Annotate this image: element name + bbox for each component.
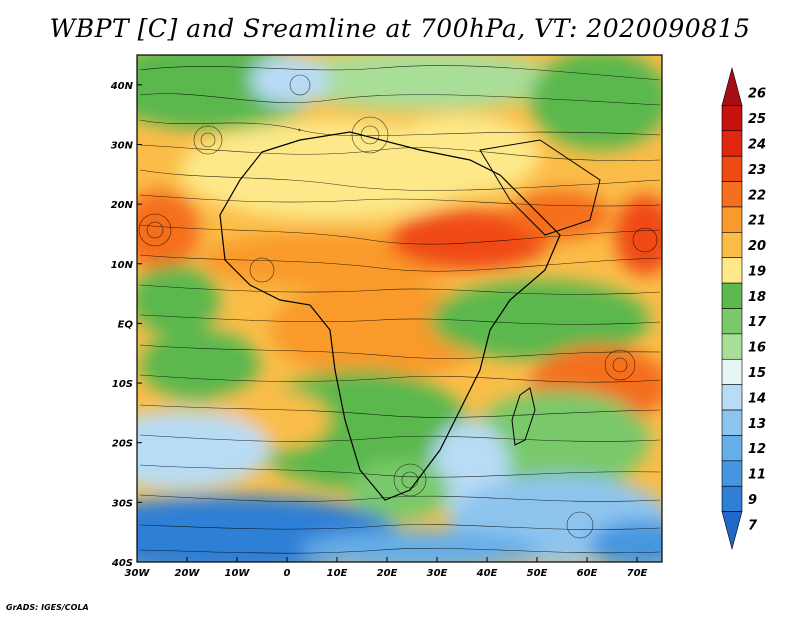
colorbar-swatch xyxy=(721,181,743,208)
colorbar-label: 7 xyxy=(748,518,758,533)
colorbar-label: 26 xyxy=(748,87,766,102)
y-tick-label: 10S xyxy=(112,379,133,390)
colorbar-label: 15 xyxy=(748,366,766,381)
y-tick-label: 30N xyxy=(111,140,134,151)
colorbar-label: 11 xyxy=(748,468,766,483)
colorbar-swatch xyxy=(721,66,743,106)
colorbar-label: 22 xyxy=(748,188,766,203)
x-tick-label: 30E xyxy=(427,568,448,579)
colorbar-swatch xyxy=(721,358,743,385)
colorbar-label: 13 xyxy=(748,417,766,432)
y-tick-label: 40S xyxy=(111,558,133,569)
colorbar-swatch xyxy=(721,485,743,512)
africa-coastline xyxy=(219,131,561,501)
x-axis: 30W 20W 10W 0 10E 20E 30E 40E 50E 60E 70E xyxy=(125,557,648,579)
x-tick-label: 30W xyxy=(125,568,151,579)
colorbar-swatch xyxy=(721,435,743,462)
x-tick-label: 20W xyxy=(175,568,201,579)
x-tick-label: 60E xyxy=(577,568,598,579)
colorbar-swatch xyxy=(721,105,743,132)
madagascar-coastline xyxy=(511,387,536,446)
grads-credit: GrADS: IGES/COLA xyxy=(6,603,89,612)
colorbar-swatch xyxy=(721,130,743,157)
colorbar-label: 18 xyxy=(748,290,766,305)
colorbar-swatch xyxy=(721,460,743,487)
colorbar-swatch xyxy=(721,282,743,309)
arabia-coastline xyxy=(479,139,601,236)
colorbar-label: 12 xyxy=(748,442,766,457)
y-tick-label: 10N xyxy=(111,260,134,271)
colorbar-swatch xyxy=(721,511,743,551)
colorbar-label: 20 xyxy=(748,239,766,254)
colorbar-label: 25 xyxy=(748,112,766,127)
x-tick-label: 10E xyxy=(327,568,348,579)
colorbar: 26 25 24 23 22 21 20 19 18 17 16 15 14 13 12 11 9 7 xyxy=(721,66,767,551)
y-tick-label: 20S xyxy=(112,439,133,450)
y-tick-label: 40N xyxy=(110,81,134,92)
y-tick-label: 20N xyxy=(111,200,134,211)
x-tick-label: 50E xyxy=(527,568,548,579)
x-tick-label: 10W xyxy=(225,568,251,579)
colorbar-swatch xyxy=(721,155,743,182)
y-axis: 40N 30N 20N 10N EQ 10S 20S 30S 40S xyxy=(110,81,142,569)
colorbar-label: 24 xyxy=(748,137,766,152)
colorbar-label: 17 xyxy=(748,315,767,330)
streamlines xyxy=(138,65,661,554)
y-tick-label: 30S xyxy=(112,498,133,509)
colorbar-swatch xyxy=(721,232,743,259)
colorbar-swatch xyxy=(721,308,743,335)
x-tick-label: 20E xyxy=(377,568,398,579)
colorbar-swatch xyxy=(721,333,743,360)
colorbar-swatch xyxy=(721,257,743,284)
colorbar-label: 9 xyxy=(748,493,757,508)
colorbar-label: 23 xyxy=(748,163,766,178)
colorbar-label: 21 xyxy=(748,214,766,229)
x-tick-label: 40E xyxy=(476,568,498,579)
wbpt-field xyxy=(137,55,662,562)
x-tick-label: 0 xyxy=(284,568,291,579)
map-title: WBPT [C] and Sreamline at 700hPa, VT: 20… xyxy=(49,14,751,43)
y-tick-label: EQ xyxy=(118,319,134,330)
colorbar-swatch xyxy=(721,206,743,233)
colorbar-swatch xyxy=(721,384,743,411)
colorbar-label: 16 xyxy=(748,341,766,356)
plot-frame xyxy=(136,54,663,563)
colorbar-swatch xyxy=(721,409,743,436)
colorbar-label: 14 xyxy=(748,391,766,406)
colorbar-label: 19 xyxy=(748,264,766,279)
x-tick-label: 70E xyxy=(627,568,648,579)
